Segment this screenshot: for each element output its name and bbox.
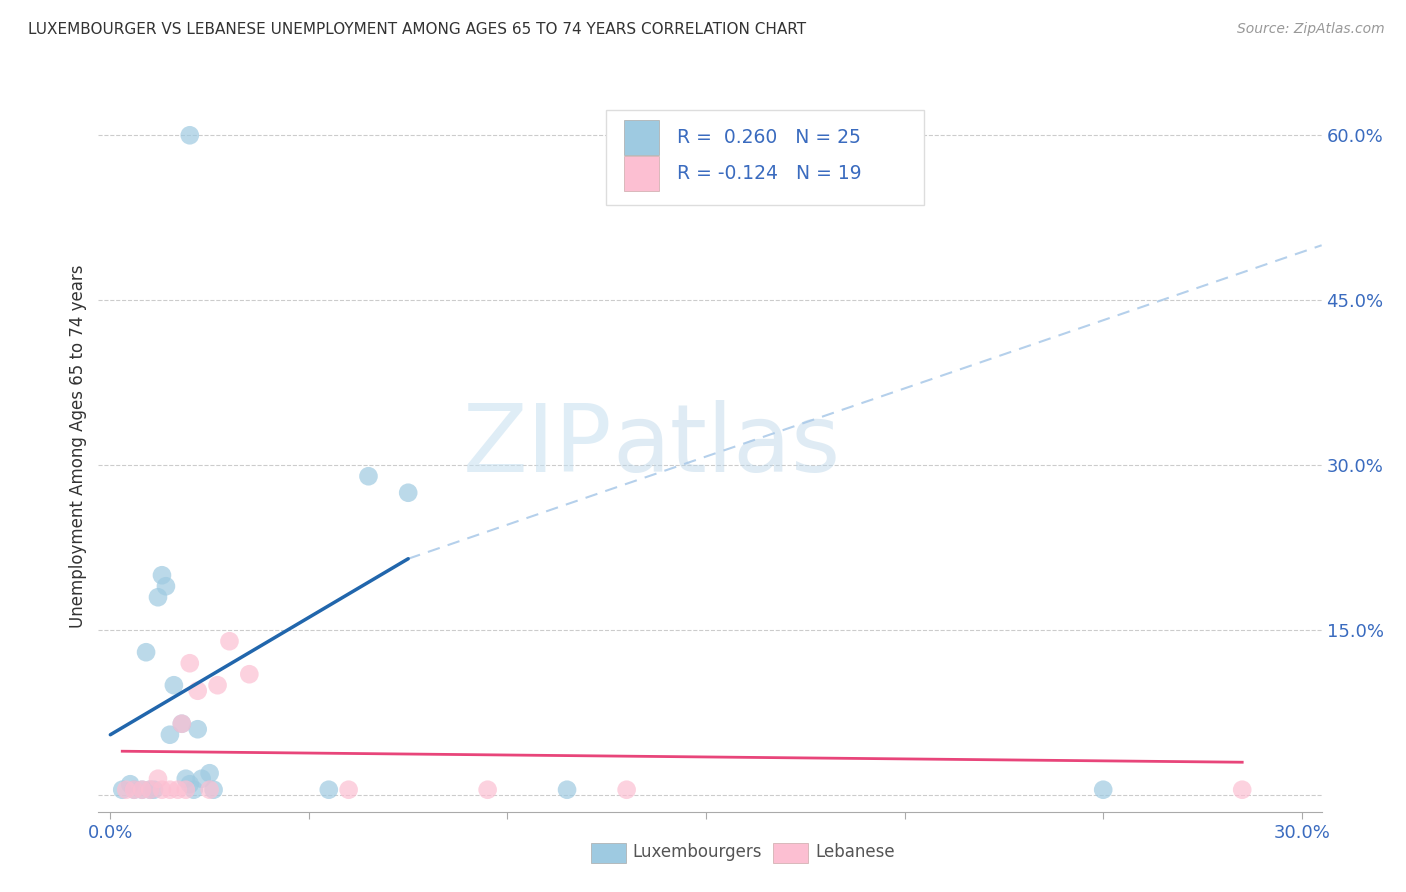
Text: R =  0.260   N = 25: R = 0.260 N = 25: [678, 128, 860, 147]
Point: [318, 782, 340, 797]
Point: [163, 678, 186, 692]
Point: [477, 782, 499, 797]
Point: [143, 782, 166, 797]
Point: [146, 591, 169, 605]
Point: [115, 782, 138, 797]
FancyBboxPatch shape: [624, 120, 658, 155]
Point: [120, 777, 142, 791]
Point: [139, 782, 162, 797]
Point: [155, 579, 177, 593]
Point: [150, 568, 173, 582]
Point: [207, 678, 229, 692]
Point: [616, 782, 638, 797]
Point: [187, 723, 209, 737]
Point: [202, 782, 225, 797]
Point: [122, 782, 145, 797]
Text: Lebanese: Lebanese: [815, 843, 896, 861]
Point: [139, 782, 162, 797]
Point: [166, 782, 188, 797]
Point: [159, 728, 181, 742]
Point: [170, 716, 193, 731]
Point: [357, 469, 380, 483]
Point: [187, 683, 209, 698]
Text: Luxembourgers: Luxembourgers: [633, 843, 762, 861]
Point: [179, 657, 201, 671]
Point: [131, 782, 153, 797]
Text: atlas: atlas: [612, 400, 841, 492]
Point: [396, 485, 419, 500]
Point: [131, 782, 153, 797]
Point: [238, 667, 260, 681]
Text: Source: ZipAtlas.com: Source: ZipAtlas.com: [1237, 22, 1385, 37]
Point: [337, 782, 360, 797]
Point: [198, 782, 221, 797]
Point: [174, 782, 197, 797]
Point: [159, 782, 181, 797]
Point: [1092, 782, 1115, 797]
Point: [190, 772, 212, 786]
FancyBboxPatch shape: [606, 110, 924, 204]
Point: [1232, 782, 1254, 797]
Point: [146, 772, 169, 786]
Text: LUXEMBOURGER VS LEBANESE UNEMPLOYMENT AMONG AGES 65 TO 74 YEARS CORRELATION CHAR: LUXEMBOURGER VS LEBANESE UNEMPLOYMENT AM…: [28, 22, 806, 37]
Y-axis label: Unemployment Among Ages 65 to 74 years: Unemployment Among Ages 65 to 74 years: [69, 264, 87, 628]
Text: ZIP: ZIP: [463, 400, 612, 492]
Point: [183, 782, 205, 797]
Point: [218, 634, 240, 648]
Point: [170, 716, 193, 731]
Point: [179, 128, 201, 143]
Point: [111, 782, 134, 797]
FancyBboxPatch shape: [624, 156, 658, 192]
Point: [179, 777, 201, 791]
Point: [135, 645, 157, 659]
Point: [174, 772, 197, 786]
Text: R = -0.124   N = 19: R = -0.124 N = 19: [678, 164, 862, 184]
Point: [198, 766, 221, 780]
Point: [555, 782, 578, 797]
Point: [122, 782, 145, 797]
Point: [150, 782, 173, 797]
